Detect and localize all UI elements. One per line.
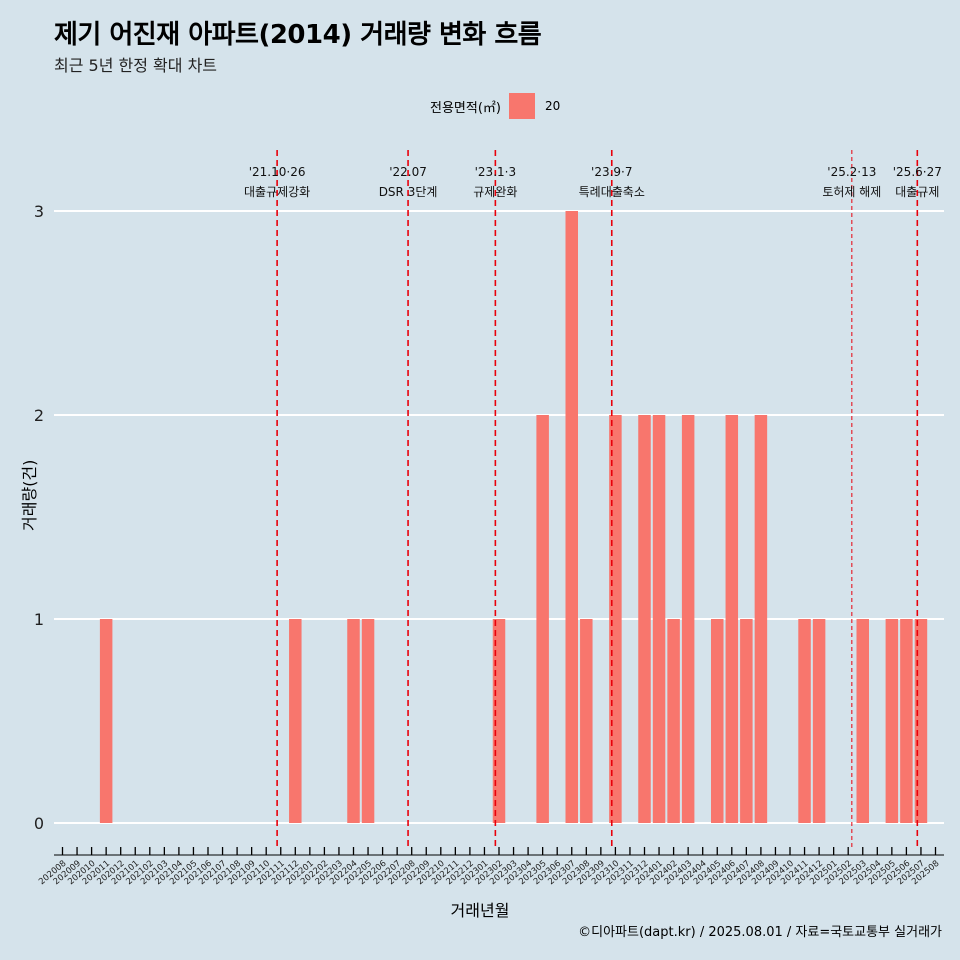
legend: 전용면적(㎡) 20	[430, 93, 560, 119]
y-axis-label: 거래량(건)	[20, 459, 39, 531]
y-tick-label: 3	[34, 202, 44, 221]
event-date-label: '23.9·7	[591, 165, 632, 179]
bar-202408	[754, 415, 768, 823]
y-tick-label: 2	[34, 406, 44, 425]
legend-title: 전용면적(㎡)	[430, 100, 501, 116]
source-caption: ©디아파트(dapt.kr) / 2025.08.01 / 자료=국토교통부 실…	[578, 925, 942, 940]
event-text-label: 규제완화	[473, 185, 517, 199]
bar-202205	[361, 619, 375, 823]
chart-subtitle: 최근 5년 한정 확대 차트	[54, 56, 218, 75]
bar-202406	[725, 415, 739, 823]
event-text-label: 특례대출축소	[579, 185, 645, 199]
bar-202312	[638, 415, 651, 823]
bar-202411	[798, 619, 811, 823]
event-date-label: '21.10·26	[249, 165, 306, 179]
event-text-label: 대출규제	[895, 185, 939, 199]
bar-202308	[580, 619, 593, 823]
bar-202305	[536, 415, 549, 823]
legend-color-key	[508, 93, 535, 119]
event-text-label: 대출규제강화	[244, 185, 310, 199]
bar-202506	[900, 619, 913, 823]
bar-202403	[681, 415, 695, 823]
event-date-label: '23.1·3	[475, 165, 516, 179]
bar-202407	[740, 619, 753, 823]
legend-label: 20	[544, 99, 561, 113]
event-text-label: DSR 3단계	[379, 185, 438, 199]
event-date-label: '25.6·27	[893, 165, 942, 179]
bar-202112	[289, 619, 302, 823]
bar-202401	[652, 415, 666, 823]
bar-202204	[347, 619, 360, 823]
bar-202011	[99, 619, 113, 823]
bar-202505	[885, 619, 899, 823]
event-text-label: 토허제 해제	[822, 185, 881, 199]
bar-202405	[711, 619, 724, 823]
y-tick-label: 1	[34, 610, 44, 629]
x-axis-label: 거래년월	[450, 901, 510, 920]
event-date-label: '25.2·13	[827, 165, 876, 179]
bar-202307	[565, 211, 578, 823]
event-date-label: '22.07	[389, 165, 427, 179]
bar-202412	[812, 619, 826, 823]
bar-202402	[667, 619, 680, 823]
chart-title: 제기 어진재 아파트(2014) 거래량 변화 흐름	[54, 20, 542, 50]
y-tick-label: 0	[34, 814, 44, 833]
bar-202503	[856, 619, 869, 823]
